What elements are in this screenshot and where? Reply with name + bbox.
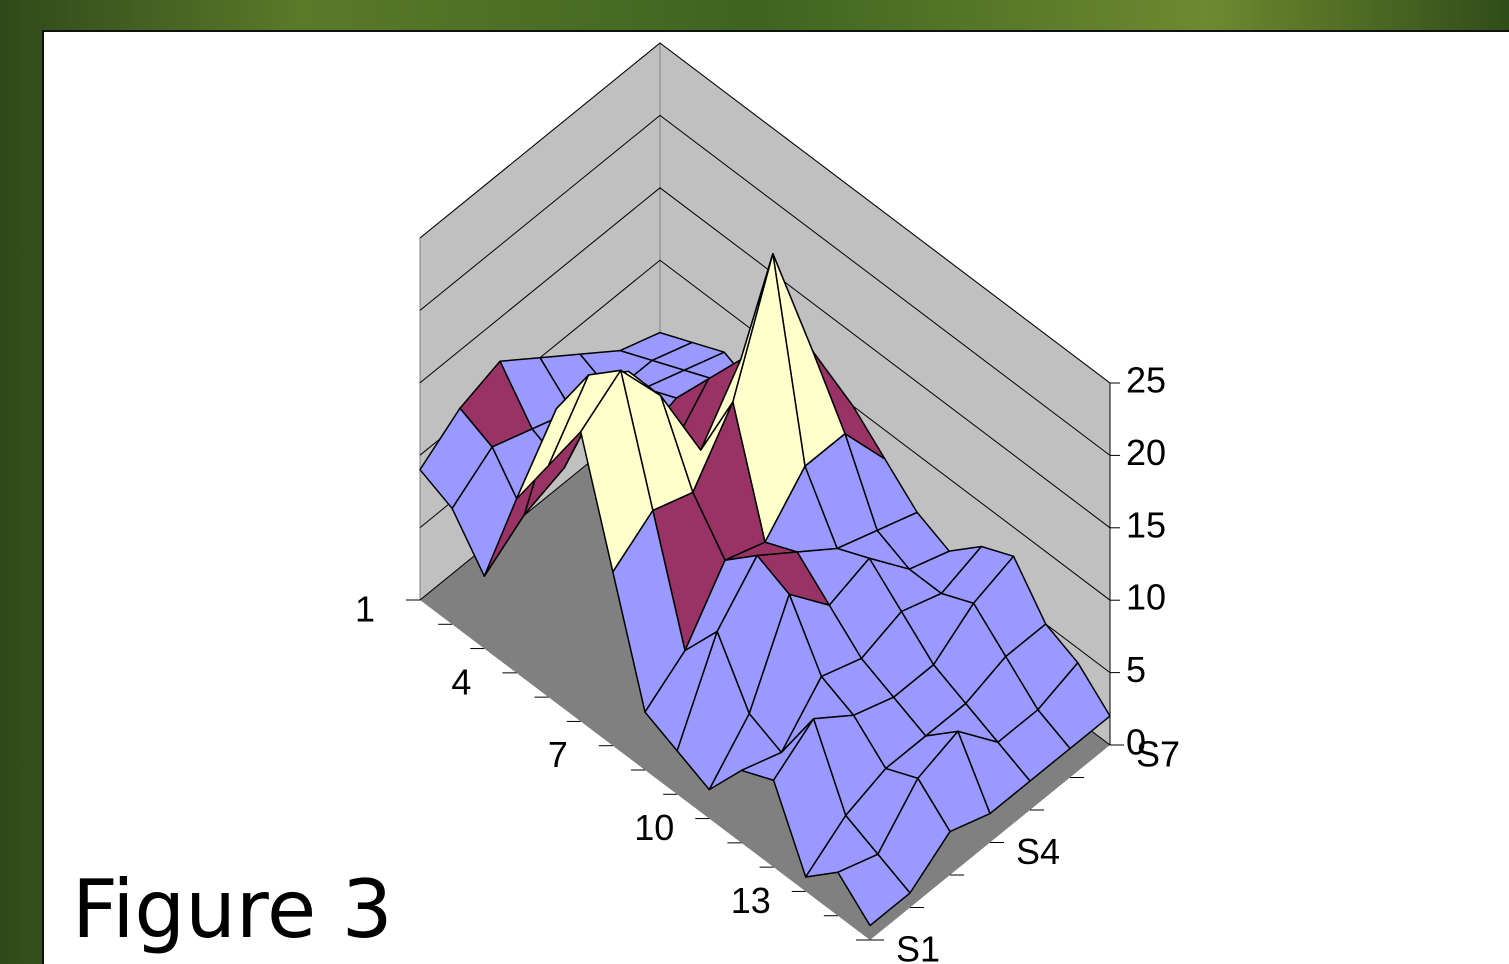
chart: 05101520251471013S1S4S7 — [0, 0, 1509, 964]
z-tick-label: 25 — [1126, 360, 1166, 401]
z-tick-label: 20 — [1126, 432, 1166, 473]
series-label: S1 — [896, 929, 940, 964]
x-tick-label: 10 — [634, 807, 674, 848]
series-label: S7 — [1136, 734, 1180, 775]
x-tick-label: 13 — [731, 880, 771, 921]
caption: Figure 3 — [72, 860, 393, 960]
page: 05101520251471013S1S4S7 Figure 3 (() => … — [0, 0, 1509, 964]
x-tick-label: 1 — [355, 589, 375, 630]
series-label: S4 — [1016, 831, 1060, 872]
z-tick-label: 15 — [1126, 504, 1166, 545]
z-tick-label: 10 — [1126, 577, 1166, 618]
z-tick-label: 5 — [1126, 649, 1146, 690]
x-tick-label: 7 — [548, 734, 568, 775]
x-tick-label: 4 — [451, 661, 471, 702]
